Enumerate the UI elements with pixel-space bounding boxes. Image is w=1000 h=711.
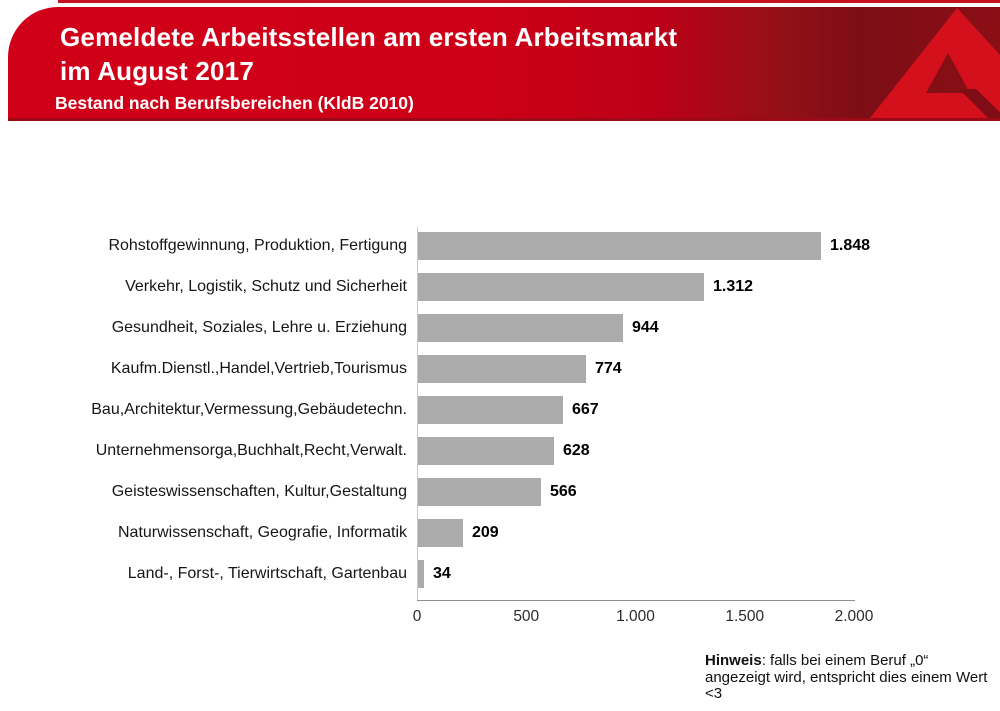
chart-row: Naturwissenschaft, Geografie, Informatik… [0,519,1000,547]
category-label: Gesundheit, Soziales, Lehre u. Erziehung [111,319,407,336]
x-axis-tick-label: 1.000 [616,608,655,625]
bar [417,232,821,260]
bar [417,478,541,506]
chart-row: Verkehr, Logistik, Schutz und Sicherheit… [0,273,1000,301]
value-label: 209 [472,524,499,541]
value-label: 774 [595,360,622,377]
value-label: 1.848 [830,237,871,254]
x-axis-line [417,600,855,601]
footnote-label: Hinweis [705,652,762,669]
header-top-hairline [58,0,1000,3]
chart-row: Bau,Architektur,Vermessung,Gebäudetechn.… [0,396,1000,424]
category-label: Unternehmensorga,Buchhalt,Recht,Verwalt. [95,442,407,459]
bar [417,396,563,424]
page-title-line1: Gemeldete Arbeitsstellen am ersten Arbei… [60,22,678,52]
bar [417,355,586,383]
value-label: 667 [572,401,599,418]
chart-row: Unternehmensorga,Buchhalt,Recht,Verwalt.… [0,437,1000,465]
chart-row: Kaufm.Dienstl.,Handel,Vertrieb,Tourismus… [0,355,1000,383]
bar [417,437,554,465]
bar [417,314,623,342]
bar [417,560,424,588]
x-axis-tick-label: 1.500 [725,608,765,625]
value-label: 1.312 [713,278,754,295]
chart-row: Gesundheit, Soziales, Lehre u. Erziehung… [0,314,1000,342]
value-label: 944 [632,319,659,336]
category-label: Kaufm.Dienstl.,Handel,Vertrieb,Tourismus [110,360,407,377]
category-label: Bau,Architektur,Vermessung,Gebäudetechn. [91,401,407,418]
chart-row: Land-, Forst-, Tierwirtschaft, Gartenbau… [0,560,1000,588]
chart-row: Rohstoffgewinnung, Produktion, Fertigung… [0,232,1000,260]
x-axis-tick-label: 2.000 [834,608,874,625]
footnote-text: : falls bei einem Beruf „0“ angezeigt wi… [705,652,988,702]
category-label: Geisteswissenschaften, Kultur,Gestaltung [111,483,407,500]
page-title-line2: im August 2017 [60,56,255,86]
x-axis-tick-label: 500 [513,608,540,625]
chart-baseline [417,227,418,601]
agency-a-logo-icon [870,8,1000,118]
header-banner: Gemeldete Arbeitsstellen am ersten Arbei… [8,7,1000,121]
page-subtitle: Bestand nach Berufsbereichen (KldB 2010) [55,93,414,113]
value-label: 34 [433,565,451,582]
x-axis-tick-label: 0 [412,608,422,625]
footnote: Hinweis: falls bei einem Beruf „0“ angez… [705,652,992,703]
value-label: 566 [550,483,577,500]
category-label: Land-, Forst-, Tierwirtschaft, Gartenbau [127,565,407,582]
value-label: 628 [563,442,590,459]
category-label: Rohstoffgewinnung, Produktion, Fertigung [108,237,407,254]
bar [417,519,463,547]
category-label: Naturwissenschaft, Geografie, Informatik [117,524,407,541]
bar [417,273,704,301]
category-label: Verkehr, Logistik, Schutz und Sicherheit [125,278,407,295]
page-title: Gemeldete Arbeitsstellen am ersten Arbei… [60,20,677,88]
chart-row: Geisteswissenschaften, Kultur,Gestaltung… [0,478,1000,506]
